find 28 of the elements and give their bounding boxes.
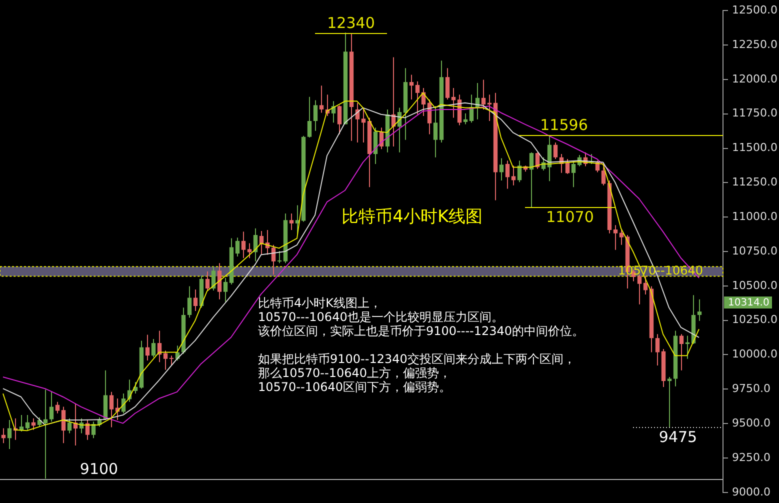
y-tick-label: 11250.0: [732, 176, 778, 189]
ref-line-label: 11596: [540, 116, 588, 134]
ref-line-label: 12340: [327, 14, 375, 32]
y-tick-label: 9250.0: [732, 450, 770, 464]
y-tick-label: 10500.0: [732, 278, 778, 292]
annotation: 该价位区间，实际上也是币价于9100----12340的中间价位。: [258, 324, 584, 338]
y-tick-label: 12000.0: [732, 72, 778, 86]
y-tick-label: 10750.0: [732, 244, 778, 258]
y-tick-label: 11750.0: [732, 106, 778, 120]
annotation: 10570---10640也是一个比较明显压力区间。: [258, 310, 504, 324]
ref-line-label: 9100: [80, 460, 118, 478]
ref-line-label: 9475: [658, 428, 698, 446]
y-tick-label: 12250.0: [732, 38, 778, 51]
annotation: 10570--10640区间下方，偏弱势。: [258, 380, 452, 394]
annotation: 那么10570--10640上方，偏强势，: [258, 366, 452, 380]
annotation: 如果把比特币9100--12340交投区间来分成上下两个区间，: [258, 352, 576, 366]
y-tick-label: 11500.0: [732, 141, 778, 154]
y-tick-label: 9000.0: [732, 485, 770, 498]
y-tick-label: 11000.0: [732, 210, 778, 223]
y-tick-label: 9750.0: [732, 382, 770, 396]
y-tick-label: 10000.0: [732, 348, 778, 361]
text: 比特币4小时K线图: [342, 207, 483, 228]
ref-line-label: 11070: [546, 208, 594, 226]
y-tick-label: 12500.0: [732, 3, 778, 16]
y-tick-label: 10250.0: [732, 313, 778, 326]
annotation: 比特币4小时K线图上，: [258, 296, 383, 310]
text: 10314.0: [728, 298, 770, 309]
y-tick-label: 9500.0: [732, 416, 770, 430]
